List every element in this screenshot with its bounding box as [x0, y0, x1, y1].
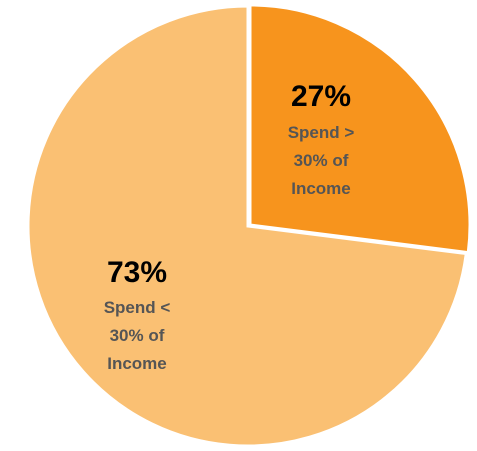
slice-description-line-more-than-30-3: Income [291, 179, 351, 198]
pie-slice-more-than-30 [248, 3, 472, 255]
slice-description-line-less-than-30-1: Spend < [104, 298, 171, 317]
slice-description-line-less-than-30-3: Income [107, 354, 167, 373]
slices-layer [26, 3, 472, 448]
slice-percent-label-more-than-30: 27% [291, 80, 351, 113]
slice-description-line-more-than-30-1: Spend > [288, 123, 355, 142]
pie-slice-less-than-30 [26, 4, 468, 448]
labels-layer: 27% Spend > 30% of Income 73% Spend < 30% of In… [104, 80, 355, 373]
slice-percent-label-less-than-30: 73% [107, 256, 167, 289]
slice-description-line-more-than-30-2: 30% of [294, 151, 349, 170]
slice-description-line-less-than-30-2: 30% of [110, 326, 165, 345]
